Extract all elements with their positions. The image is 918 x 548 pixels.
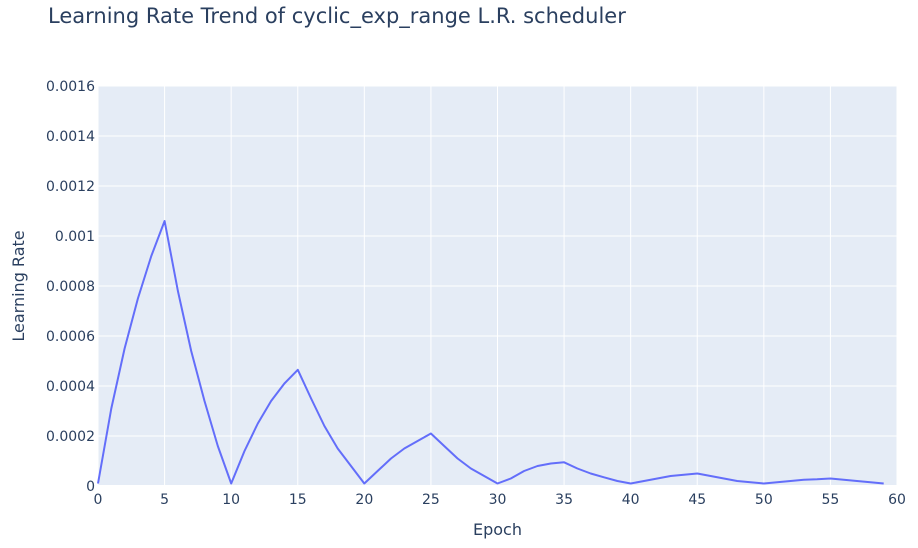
x-tick-label: 35 <box>555 492 573 508</box>
y-tick-label: 0.0012 <box>46 179 95 195</box>
x-tick-label: 10 <box>222 492 240 508</box>
x-tick-label: 55 <box>822 492 840 508</box>
x-axis-title: Epoch <box>473 520 522 539</box>
y-tick-label: 0.0016 <box>46 79 95 95</box>
x-tick-label: 5 <box>160 492 169 508</box>
x-tick-label: 20 <box>355 492 373 508</box>
series-line-learning-rate <box>97 220 884 485</box>
x-tick-label: 50 <box>755 492 773 508</box>
x-tick-label: 60 <box>888 492 906 508</box>
x-tick-label: 45 <box>688 492 706 508</box>
y-tick-label: 0.0008 <box>46 279 95 295</box>
x-tick-label: 25 <box>422 492 440 508</box>
x-tick-label: 0 <box>94 492 103 508</box>
x-tick-labels: 0 5 10 15 20 25 30 35 40 45 50 55 60 <box>94 492 906 508</box>
y-gridlines <box>98 85 897 487</box>
x-tick-label: 40 <box>622 492 640 508</box>
x-tick-label: 15 <box>289 492 307 508</box>
y-tick-label: 0.0002 <box>46 429 95 445</box>
y-tick-label: 0.0014 <box>46 129 95 145</box>
y-tick-label: 0 <box>86 479 95 495</box>
chart-title: Learning Rate Trend of cyclic_exp_range … <box>48 4 626 28</box>
y-tick-labels: 0 0.0002 0.0004 0.0006 0.0008 0.001 0.0012 0.00… <box>46 79 95 495</box>
y-tick-label: 0.0004 <box>46 379 95 395</box>
y-axis-title: Learning Rate <box>9 230 28 341</box>
x-tick-label: 30 <box>489 492 507 508</box>
y-tick-label: 0.0006 <box>46 329 95 345</box>
y-tick-label: 0.001 <box>55 229 95 245</box>
